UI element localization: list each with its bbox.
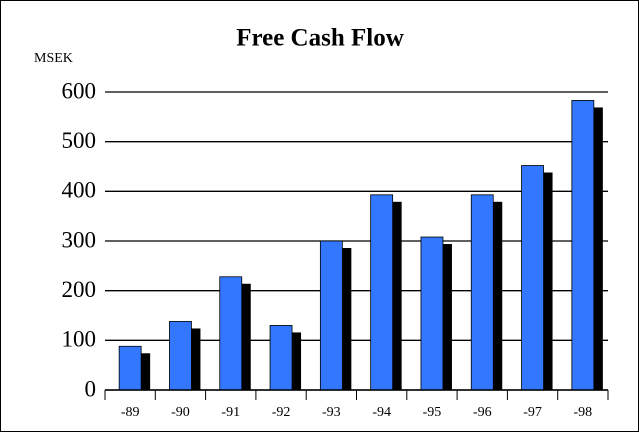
- bar: [470, 194, 494, 391]
- y-tick-label: 100: [62, 327, 97, 352]
- x-tick-label: -98: [574, 405, 593, 420]
- bar: [521, 165, 544, 391]
- bar: [370, 194, 394, 391]
- x-tick-label: -90: [171, 405, 190, 420]
- x-tick-label: -93: [322, 405, 341, 420]
- x-tick-label: -96: [473, 405, 492, 420]
- chart-title: Free Cash Flow: [236, 25, 404, 52]
- x-tick-label: -92: [272, 405, 291, 420]
- bar: [319, 240, 343, 391]
- bar: [420, 236, 444, 391]
- x-tick-label: -95: [423, 405, 442, 420]
- x-tick-label: -94: [372, 405, 391, 420]
- bar: [219, 276, 243, 391]
- x-tick-label: -89: [121, 405, 140, 420]
- y-axis-label: MSEK: [34, 51, 73, 66]
- x-tick-label: -97: [523, 405, 542, 420]
- y-tick-label: 500: [62, 128, 97, 153]
- bar: [269, 325, 293, 391]
- y-tick-label: 400: [62, 178, 97, 203]
- bar: [118, 345, 142, 391]
- bar: [571, 100, 595, 391]
- y-tick-label: 600: [62, 78, 97, 103]
- y-tick-label: 0: [85, 376, 97, 401]
- bar: [169, 321, 192, 391]
- x-tick-label: -91: [221, 405, 240, 420]
- y-tick-label: 200: [62, 277, 97, 302]
- y-tick-label: 300: [62, 227, 97, 252]
